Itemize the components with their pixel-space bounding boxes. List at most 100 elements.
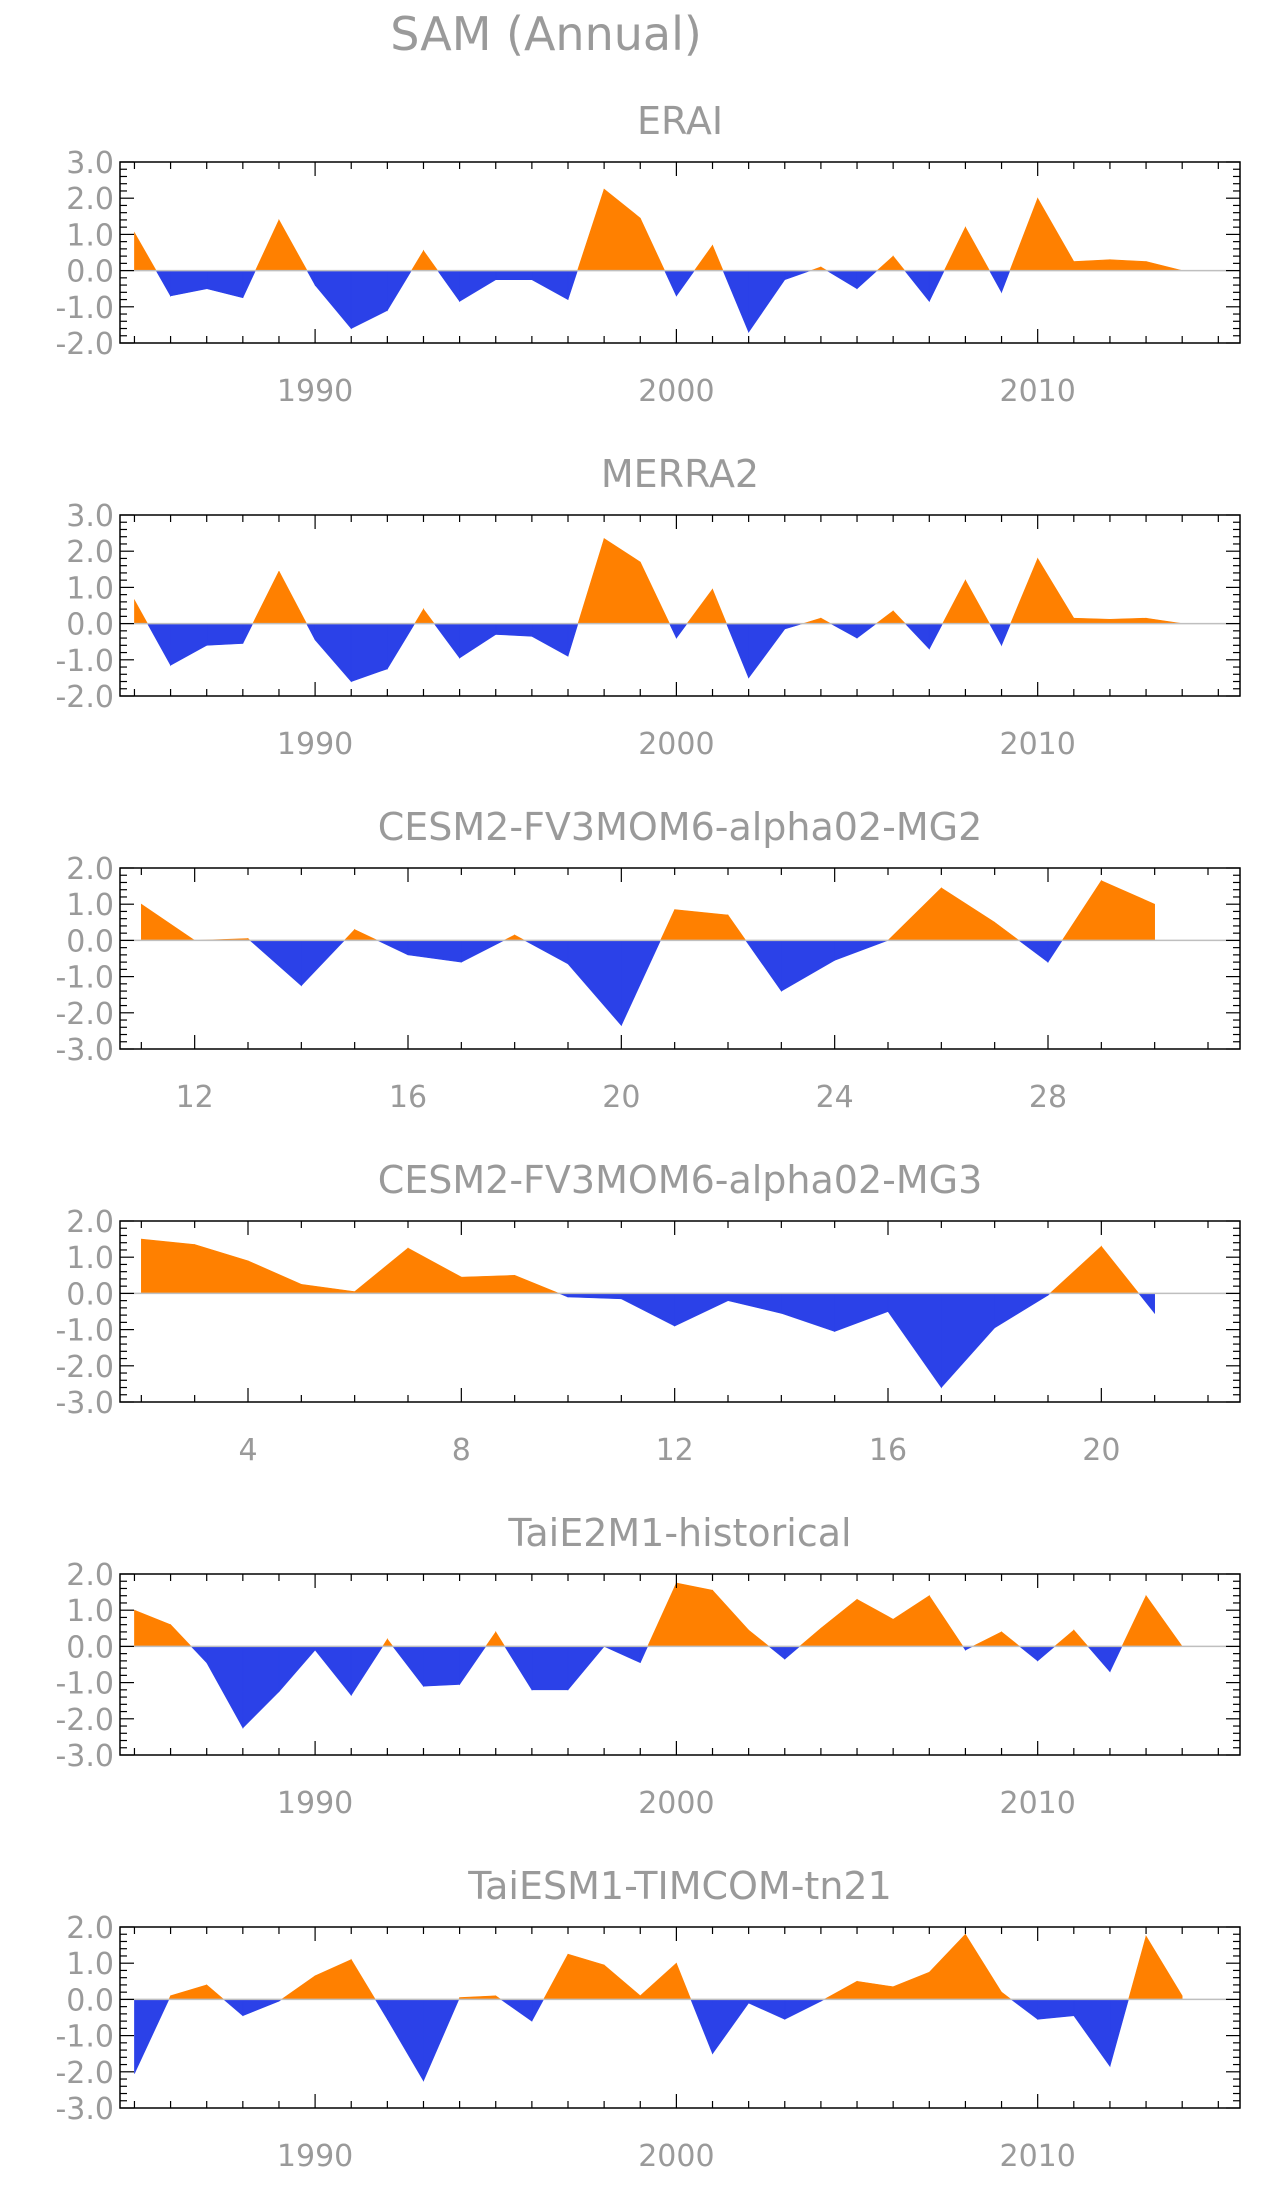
negative-area <box>621 1293 675 1327</box>
negative-area <box>669 623 677 639</box>
positive-area <box>577 538 605 624</box>
negative-area <box>433 623 460 659</box>
negative-area <box>748 270 786 334</box>
negative-area <box>928 623 944 650</box>
positive-area <box>514 934 525 941</box>
positive-area <box>603 1964 641 2000</box>
positive-area <box>252 570 280 624</box>
positive-area <box>965 579 991 624</box>
x-tick-label: 28 <box>1029 1080 1067 1115</box>
positive-area <box>170 1984 208 2000</box>
positive-area <box>972 1631 1002 1647</box>
positive-area <box>639 1962 677 2000</box>
negative-area <box>206 270 244 299</box>
positive-area <box>495 1630 506 1647</box>
negative-area <box>146 623 171 667</box>
negative-area <box>222 1999 244 2017</box>
negative-area <box>904 270 930 303</box>
negative-area <box>1001 270 1011 293</box>
negative-area <box>988 623 1002 647</box>
positive-area <box>1001 1991 1013 2000</box>
y-tick-label: -1.0 <box>55 1667 114 1702</box>
positive-area <box>676 1963 692 2000</box>
positive-area <box>639 217 666 271</box>
y-tick-label: 0.0 <box>66 608 114 643</box>
chart-panel-4: CESM2-FV3MOM6-alpha02-MG3 2.01.00.0-1.0-2… <box>55 1158 1241 1468</box>
positive-area <box>712 245 724 271</box>
y-tick-label: -2.0 <box>55 997 114 1032</box>
positive-area <box>943 227 966 271</box>
y-tick-label: 2.0 <box>66 1558 114 1593</box>
y-tick-label: -2.0 <box>55 327 114 362</box>
negative-area <box>314 270 352 330</box>
positive-area <box>134 1609 171 1647</box>
negative-area <box>437 270 460 303</box>
y-tick-label: 2.0 <box>66 1205 114 1240</box>
positive-area <box>543 1954 569 2000</box>
positive-area <box>748 1629 770 1647</box>
negative-area <box>748 623 786 679</box>
positive-area <box>892 610 906 624</box>
negative-area <box>1109 1646 1123 1672</box>
negative-area <box>423 1646 460 1687</box>
x-tick-label: 20 <box>1082 1433 1120 1468</box>
chart-panel-1: ERAI 3.02.01.00.0-1.0-2.0 1990 2000 2010 <box>55 99 1241 409</box>
negative-area <box>301 940 346 987</box>
negative-area <box>676 270 696 297</box>
x-tick-label: 20 <box>602 1080 640 1115</box>
positive-area <box>280 1975 316 2000</box>
x-tick-label: 12 <box>656 1433 694 1468</box>
negative-area <box>928 270 945 302</box>
positive-area <box>1009 198 1038 271</box>
negative-area <box>306 623 316 641</box>
y-tick-label: -1.0 <box>55 1314 114 1349</box>
negative-area <box>495 270 533 280</box>
negative-area <box>567 1646 605 1691</box>
positive-area <box>350 1958 376 2000</box>
positive-area <box>134 598 149 624</box>
panel-title: TaiESM1-TIMCOM-tn21 <box>467 1864 892 1908</box>
positive-area <box>928 1933 966 2000</box>
positive-area <box>1145 261 1183 271</box>
negative-area <box>712 1999 749 2055</box>
x-tick-label: 16 <box>389 1080 427 1115</box>
positive-area <box>503 934 515 941</box>
positive-area <box>824 1980 858 2000</box>
negative-area <box>350 1646 384 1697</box>
positive-area <box>712 589 727 624</box>
positive-area <box>410 249 424 271</box>
positive-area <box>141 1238 195 1294</box>
negative-area <box>170 270 208 297</box>
negative-area <box>722 270 749 333</box>
positive-area <box>1037 197 1075 271</box>
y-tick-label: -2.0 <box>55 680 114 715</box>
negative-area <box>206 1646 244 1730</box>
positive-area <box>1145 1934 1183 2000</box>
positive-area <box>820 1598 858 1647</box>
y-tick-label: 1.0 <box>66 888 114 923</box>
positive-area <box>423 249 439 271</box>
negative-area <box>242 270 256 298</box>
y-tick-label: 2.0 <box>66 535 114 570</box>
positive-area <box>802 617 822 624</box>
positive-area <box>141 903 196 941</box>
positive-area <box>254 219 280 271</box>
negative-area <box>190 1646 208 1664</box>
y-tick-label: 0.0 <box>66 1277 114 1312</box>
positive-area <box>461 1274 515 1294</box>
positive-area <box>1001 1631 1021 1647</box>
positive-area <box>343 928 355 941</box>
positive-area <box>941 887 995 941</box>
x-tick-label: 2010 <box>999 2139 1075 2174</box>
positive-area <box>314 1959 352 2000</box>
y-tick-label: -3.0 <box>55 1739 114 1774</box>
negative-area <box>567 1293 622 1300</box>
negative-area <box>459 623 497 659</box>
y-tick-label: 0.0 <box>66 924 114 959</box>
positive-area <box>247 1260 302 1294</box>
negative-area <box>524 940 569 965</box>
negative-area <box>242 1646 280 1729</box>
y-tick-label: 3.0 <box>66 499 114 534</box>
positive-area <box>354 1247 409 1294</box>
negative-area <box>1073 1999 1111 2068</box>
